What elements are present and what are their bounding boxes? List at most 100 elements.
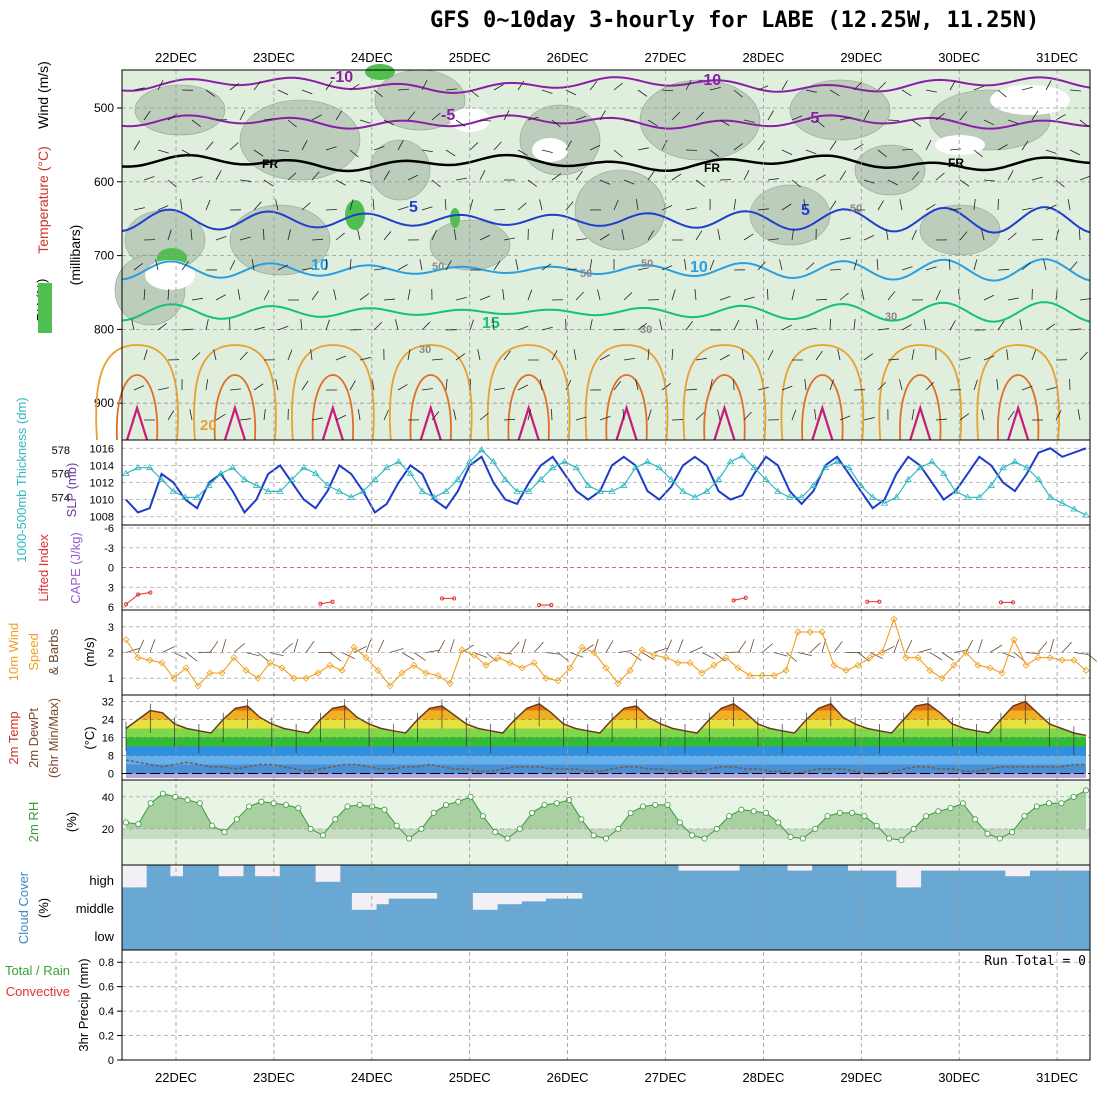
wind-barb bbox=[180, 199, 183, 211]
thickness-point bbox=[477, 446, 486, 453]
wind-barb bbox=[469, 199, 474, 211]
wind-barb bbox=[1045, 80, 1052, 91]
chart-title: GFS 0~10day 3-hourly for LABE (12.25W, 1… bbox=[430, 8, 1040, 33]
wind-barb bbox=[371, 379, 375, 391]
wind-barb bbox=[1045, 149, 1057, 154]
wind-barb bbox=[661, 265, 673, 271]
thickness-point bbox=[548, 463, 557, 471]
wind-barb bbox=[575, 416, 587, 421]
temperature-label: Temperature (°C) bbox=[35, 146, 51, 254]
wind-barb bbox=[1019, 319, 1023, 331]
thickness-tick-label: 576 bbox=[52, 469, 70, 481]
thickness-point bbox=[679, 487, 687, 494]
lifted-index-point bbox=[318, 601, 323, 606]
wind10-point bbox=[290, 674, 298, 682]
thickness-point bbox=[169, 487, 178, 494]
thickness-point bbox=[228, 463, 237, 471]
rh2m-point bbox=[1021, 813, 1028, 820]
wind-barb bbox=[1031, 176, 1043, 181]
contour-label: -5 bbox=[805, 110, 819, 127]
wind10-barb bbox=[449, 639, 455, 653]
wind-barb bbox=[133, 140, 141, 151]
cloud-middle-bar bbox=[509, 893, 522, 905]
wind-barb bbox=[973, 85, 985, 91]
wind-barb bbox=[959, 231, 968, 241]
wind-barb bbox=[635, 379, 639, 391]
rh-legend-swatch bbox=[38, 283, 52, 333]
wind-barb bbox=[997, 269, 1010, 271]
wind-barb bbox=[539, 199, 543, 211]
wind-barb bbox=[863, 235, 875, 241]
slp-tick-label: 1014 bbox=[90, 460, 114, 472]
wind10-barb bbox=[653, 647, 668, 653]
lifted-index-point bbox=[998, 600, 1004, 605]
top-date-label: 26DEC bbox=[547, 50, 589, 65]
rh2m-band bbox=[122, 828, 1090, 839]
wind-barb bbox=[973, 149, 983, 158]
thickness-point bbox=[797, 493, 806, 500]
rh2m-point bbox=[184, 797, 191, 804]
wind10-barb bbox=[329, 652, 342, 662]
thickness-point bbox=[323, 481, 332, 488]
wind10-point bbox=[170, 674, 178, 682]
rh2m-point bbox=[196, 800, 203, 807]
lifted-index-point bbox=[877, 599, 882, 604]
wind10-point bbox=[1058, 656, 1066, 664]
wind10-point bbox=[302, 674, 310, 682]
wind-barb bbox=[743, 233, 754, 241]
wind-barb bbox=[935, 418, 947, 421]
wind10-point bbox=[986, 664, 994, 672]
wind-barb bbox=[1007, 119, 1019, 124]
wind-barb bbox=[239, 179, 251, 182]
wind10-point bbox=[146, 656, 154, 664]
wind-barb bbox=[190, 229, 193, 241]
contour-minus5 bbox=[121, 114, 1091, 130]
wind-barb bbox=[310, 349, 313, 361]
top-date-label: 31DEC bbox=[1036, 50, 1078, 65]
wind-barb bbox=[357, 229, 361, 241]
wind-barb bbox=[503, 110, 510, 121]
wind-barb bbox=[767, 110, 774, 121]
wind-barb bbox=[925, 381, 935, 391]
wind-barb bbox=[421, 149, 433, 153]
thickness-label: 1000-500mb Thickness (dm) bbox=[14, 397, 29, 562]
wind-barb bbox=[517, 202, 527, 211]
wind10-point bbox=[386, 682, 394, 690]
thickness-point bbox=[1034, 475, 1043, 482]
rh2m-point bbox=[159, 790, 166, 797]
wind-barb bbox=[373, 321, 383, 331]
bottom-date-label: 25DEC bbox=[449, 1070, 491, 1085]
lifted-index-line bbox=[125, 592, 151, 605]
cloud-high-bar bbox=[944, 865, 958, 871]
wind10-point bbox=[722, 654, 730, 662]
wind-barb bbox=[837, 349, 841, 361]
wind-barb bbox=[301, 140, 308, 151]
thickness-point bbox=[904, 475, 912, 482]
contour-label: 10 bbox=[311, 257, 329, 274]
wind-barb bbox=[876, 259, 879, 271]
cloud-middle-bar bbox=[497, 893, 510, 905]
wind10-point bbox=[602, 664, 610, 672]
temp-tick-label: 0 bbox=[108, 769, 114, 781]
wind10-point bbox=[1010, 636, 1018, 644]
wind-barb bbox=[397, 264, 408, 271]
wind10-point bbox=[482, 661, 490, 669]
temp2m-ylabel: (°C) bbox=[82, 726, 97, 749]
thickness-point bbox=[750, 463, 758, 471]
rh2m-point bbox=[221, 829, 228, 836]
thickness-point bbox=[963, 493, 972, 500]
wind10-barb bbox=[365, 639, 372, 653]
wind-barb bbox=[493, 209, 506, 211]
wind-barb bbox=[853, 319, 856, 331]
wind-barb bbox=[1021, 262, 1031, 271]
wind-barb bbox=[901, 324, 912, 331]
top-date-label: 27DEC bbox=[645, 50, 687, 65]
wind-barb bbox=[901, 266, 913, 271]
cloud-high-bar bbox=[848, 865, 861, 871]
wind-barb bbox=[383, 231, 392, 241]
cloud-middle-bar bbox=[569, 893, 583, 899]
thickness-point bbox=[703, 487, 711, 494]
wind-barb bbox=[863, 110, 870, 121]
wind10-barb bbox=[1061, 642, 1072, 653]
wind-barb bbox=[1021, 207, 1033, 211]
